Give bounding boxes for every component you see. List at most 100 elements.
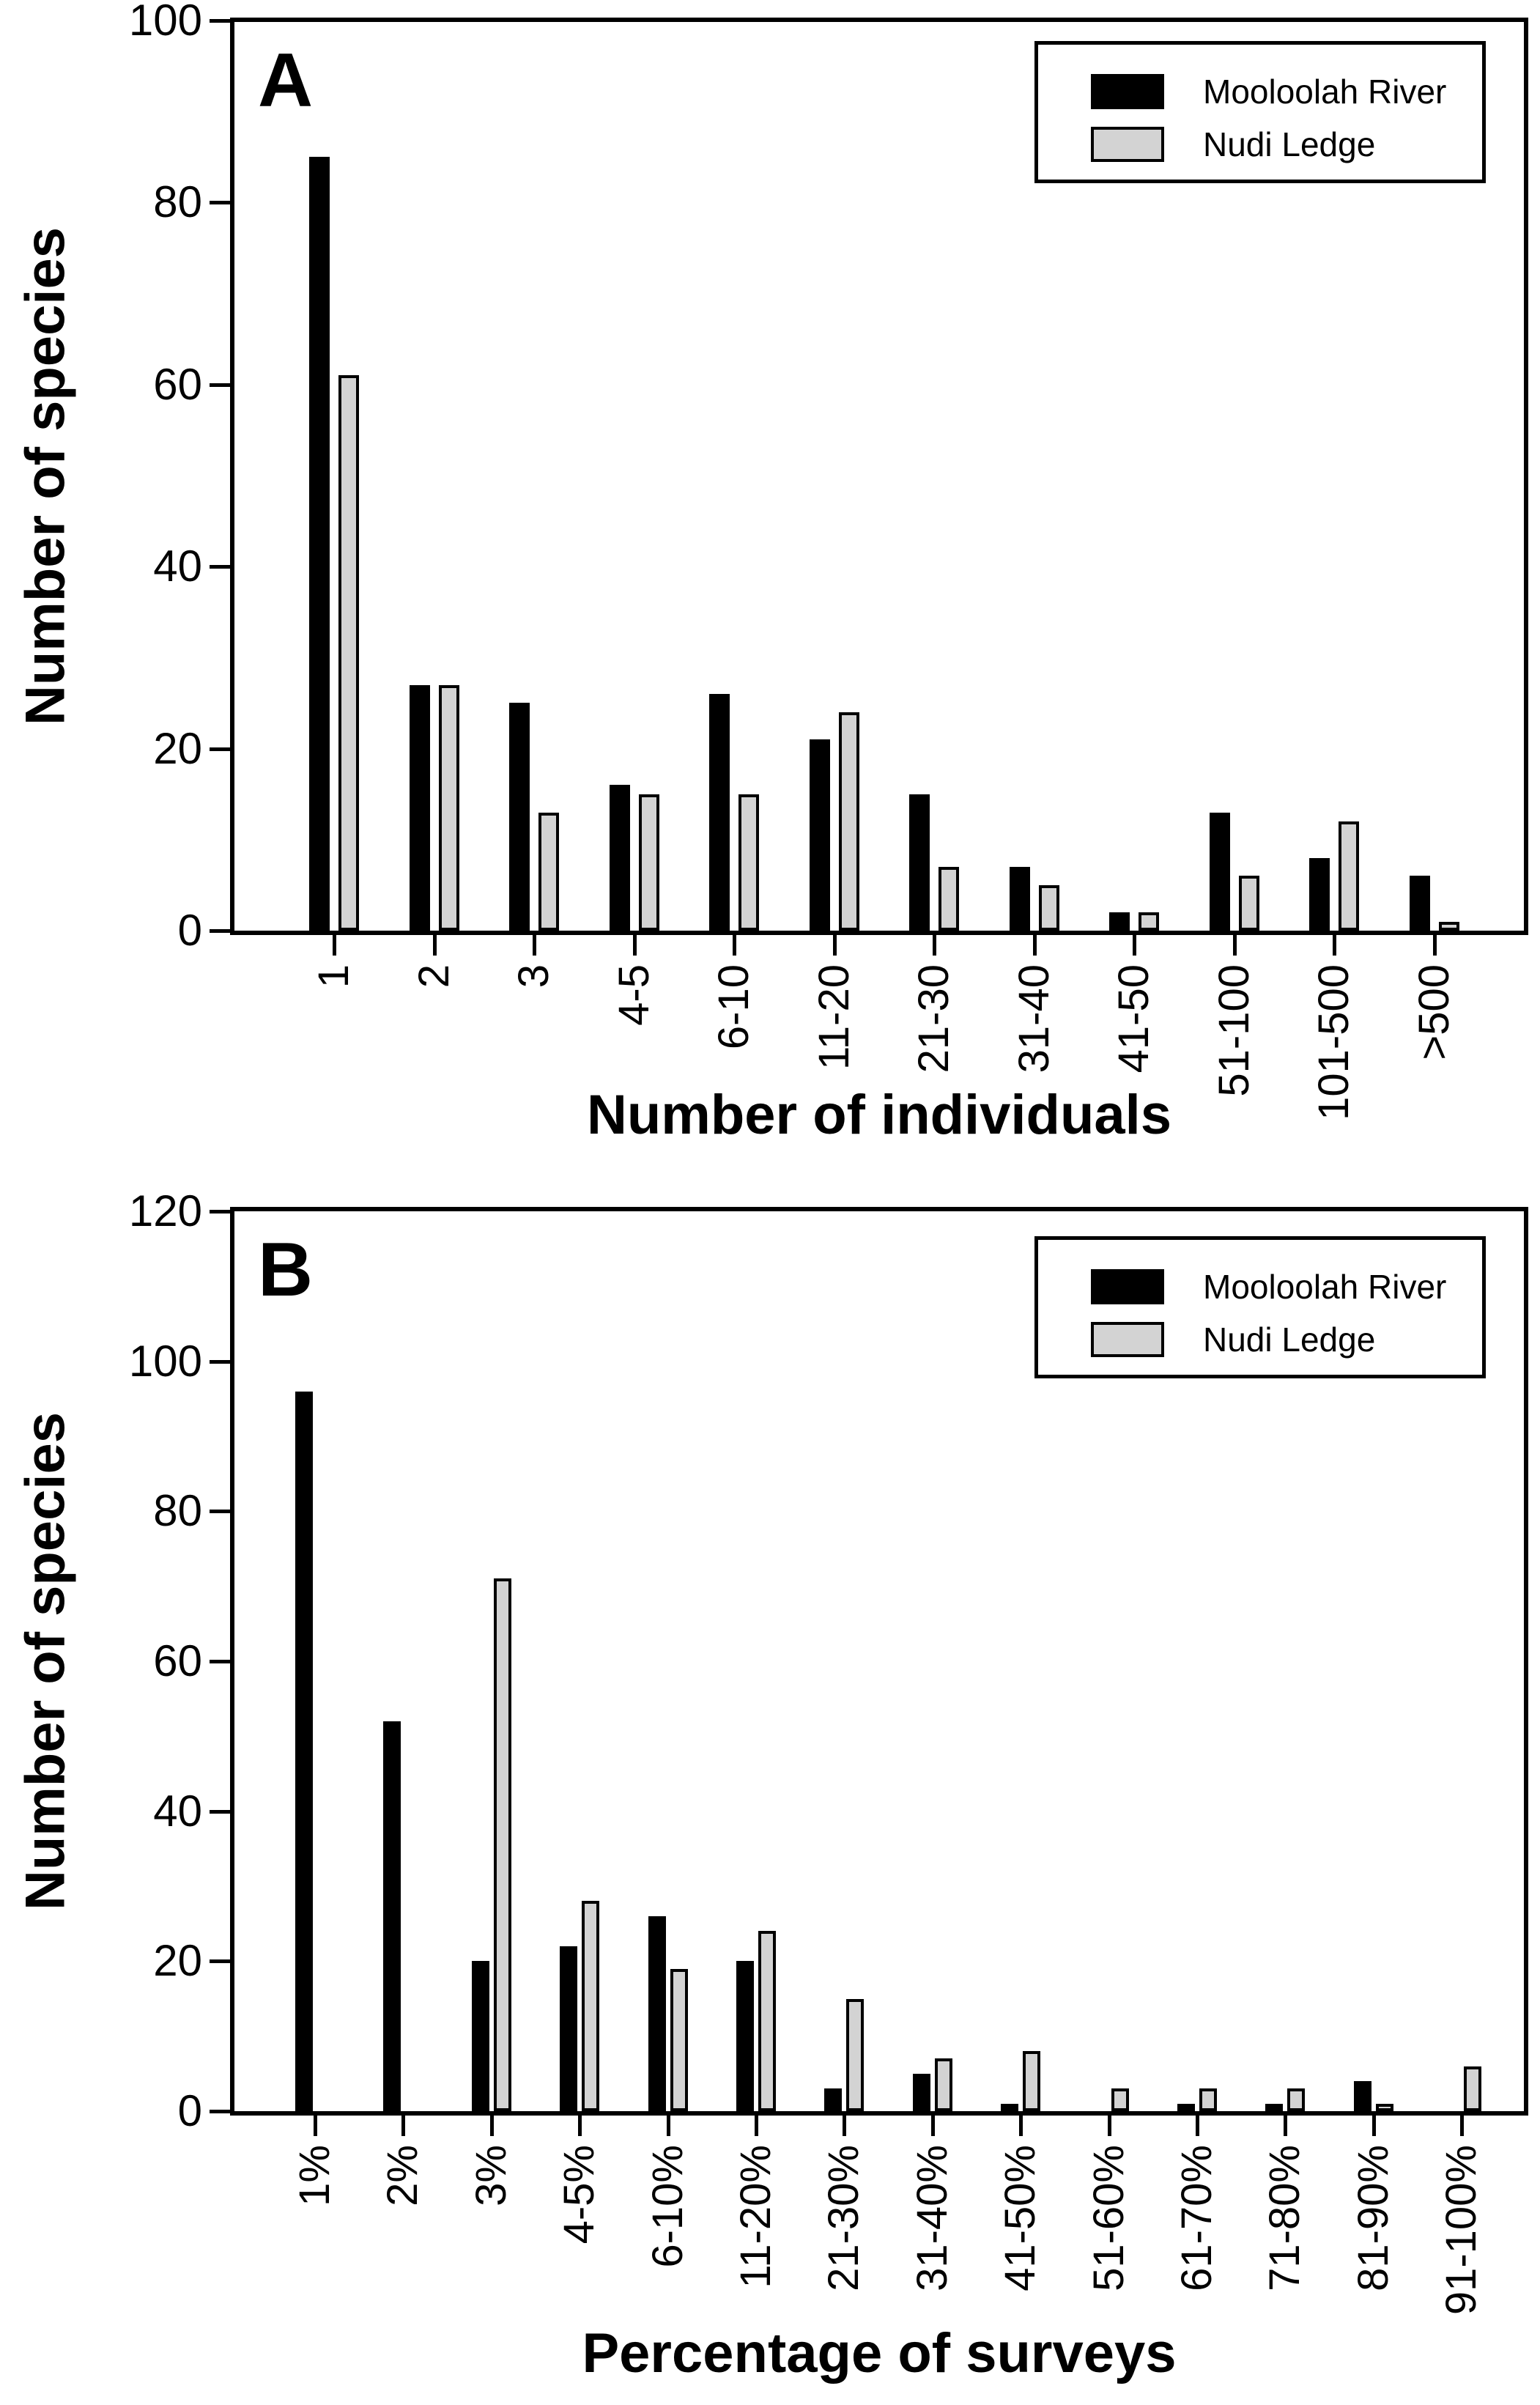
bar-mooloolah-river [609, 785, 630, 931]
bar-mooloolah-river [1309, 858, 1330, 931]
y-tick-label: 20 [153, 1936, 202, 1986]
y-tick [210, 1959, 230, 1964]
bar-mooloolah-river [383, 1721, 401, 2111]
x-tick-label: 71-80% [1261, 2145, 1309, 2291]
bar-mooloolah-river [912, 2074, 930, 2111]
y-tick-label: 40 [153, 1786, 202, 1836]
x-tick [1460, 2116, 1465, 2136]
bar-nudi-ledge [638, 794, 659, 931]
bar-nudi-ledge [934, 2058, 952, 2111]
x-tick-label: 3% [467, 2145, 515, 2206]
x-tick-label: 2% [379, 2145, 427, 2206]
bar-mooloolah-river [295, 1392, 313, 2111]
bar-nudi-ledge [1339, 821, 1359, 931]
x-tick-label: 11-20% [732, 2145, 780, 2288]
bar-mooloolah-river [471, 1961, 489, 2111]
y-tick-label: 60 [153, 359, 202, 409]
panel-a-legend: Mooloolah River Nudi Ledge [1034, 41, 1486, 183]
bar-mooloolah-river [409, 685, 430, 931]
panel-b-letter: B [258, 1227, 314, 1312]
bar-nudi-ledge [670, 1969, 688, 2111]
y-tick-label: 20 [153, 723, 202, 773]
legend-label-nudi-ledge: Nudi Ledge [1203, 1320, 1376, 1359]
bar-nudi-ledge [838, 712, 859, 931]
bar-nudi-ledge [338, 375, 359, 931]
y-tick-label: 100 [128, 0, 202, 45]
y-tick [210, 19, 230, 23]
bar-nudi-ledge [1111, 2088, 1129, 2111]
x-tick [314, 2116, 317, 2136]
bar-nudi-ledge [1464, 2066, 1482, 2111]
y-tick [210, 201, 230, 205]
y-tick [210, 1359, 230, 1364]
x-tick-label: 41-50% [996, 2145, 1045, 2291]
bar-nudi-ledge [846, 1999, 865, 2111]
x-tick [666, 2116, 670, 2136]
bar-mooloolah-river [560, 1946, 578, 2111]
bar-mooloolah-river [1353, 2081, 1371, 2111]
bar-nudi-ledge [758, 1931, 776, 2111]
x-tick [755, 2116, 758, 2136]
x-tick [930, 2116, 935, 2136]
bar-mooloolah-river [824, 2088, 843, 2111]
x-tick [733, 935, 736, 956]
bar-nudi-ledge [1438, 922, 1459, 931]
x-tick [632, 935, 637, 956]
y-tick [210, 2110, 230, 2113]
x-tick [832, 935, 837, 956]
legend-swatch-mooloolah-river [1091, 74, 1164, 109]
bar-mooloolah-river [1209, 813, 1230, 931]
bar-nudi-ledge [1023, 2051, 1041, 2111]
bar-nudi-ledge [582, 1901, 600, 2111]
x-tick [401, 2116, 406, 2136]
x-tick [1133, 935, 1136, 956]
bar-mooloolah-river [1409, 876, 1430, 931]
x-tick [578, 2116, 582, 2136]
panel-a-letter: A [258, 38, 314, 123]
bar-nudi-ledge [738, 794, 759, 931]
x-tick [533, 935, 536, 956]
legend-label-mooloolah-river: Mooloolah River [1203, 1268, 1447, 1306]
y-tick [210, 1210, 230, 1214]
y-tick [210, 1660, 230, 1664]
y-tick-label: 100 [128, 1336, 202, 1386]
x-tick [1284, 2116, 1288, 2136]
legend-label-nudi-ledge: Nudi Ledge [1203, 125, 1376, 163]
bar-mooloolah-river [648, 1916, 666, 2111]
x-tick [1371, 2116, 1376, 2136]
x-tick-label: 6-10% [643, 2145, 692, 2268]
panel-b-x-axis-title: Percentage of surveys [582, 2322, 1177, 2384]
bar-mooloolah-river [509, 703, 530, 931]
panel-b-legend: Mooloolah River Nudi Ledge [1034, 1236, 1486, 1378]
x-tick [1196, 2116, 1199, 2136]
x-tick [933, 935, 936, 956]
x-tick [1333, 935, 1336, 956]
x-tick-label: 4-5% [555, 2145, 604, 2245]
y-tick [210, 1809, 230, 1814]
x-tick [1019, 2116, 1023, 2136]
legend-swatch-nudi-ledge [1091, 1322, 1164, 1357]
y-tick [210, 929, 230, 933]
x-tick [1032, 935, 1037, 956]
y-tick-label: 80 [153, 1486, 202, 1536]
bar-mooloolah-river [1009, 867, 1030, 931]
y-tick-label: 80 [153, 177, 202, 227]
y-tick-label: 40 [153, 542, 202, 591]
bar-mooloolah-river [1001, 2104, 1019, 2111]
x-tick [333, 935, 336, 956]
legend-swatch-mooloolah-river [1091, 1269, 1164, 1304]
x-tick-label: 61-70% [1173, 2145, 1221, 2291]
bar-nudi-ledge [438, 685, 459, 931]
bar-mooloolah-river [909, 794, 930, 931]
x-tick-label: 81-90% [1349, 2145, 1397, 2291]
x-tick [1232, 935, 1237, 956]
y-tick-label: 60 [153, 1636, 202, 1686]
bar-mooloolah-river [809, 739, 830, 931]
x-tick-label: 21-30% [820, 2145, 868, 2291]
y-tick [210, 565, 230, 569]
bar-mooloolah-river [1265, 2104, 1284, 2111]
bar-nudi-ledge [493, 1578, 511, 2111]
